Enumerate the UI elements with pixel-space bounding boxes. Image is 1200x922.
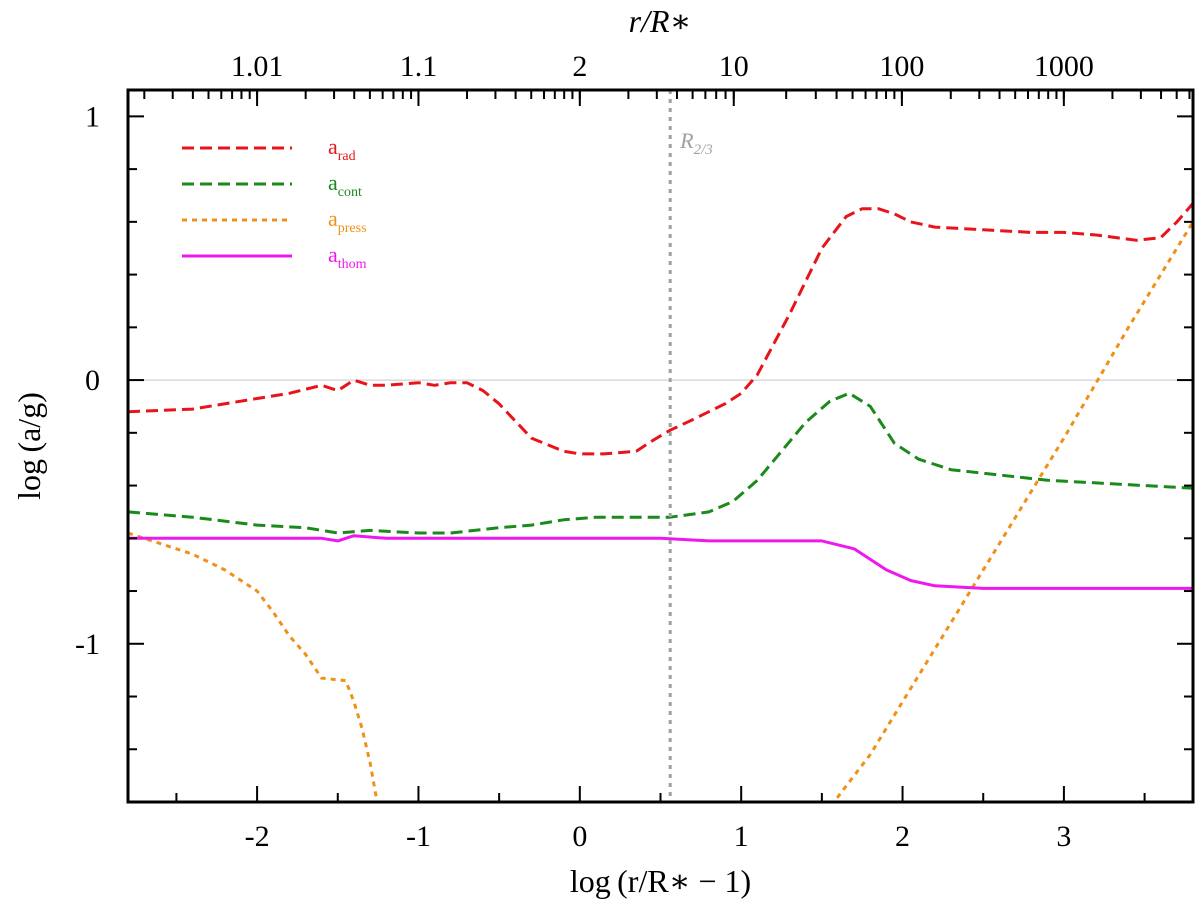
legend-label-rad: arad (328, 134, 356, 164)
top-x-tick-label: 10 (719, 50, 749, 83)
series-line-cont (128, 391, 1193, 535)
legend-label-press: apress (328, 206, 367, 236)
r23-label: R2/3 (679, 128, 713, 158)
series-layer (128, 202, 1193, 802)
series-line-rad (128, 202, 1193, 456)
x-tick-label: 2 (895, 820, 910, 853)
y-tick-label: 1 (85, 100, 100, 133)
ticks-layer: -2 -1 0 1 2 310-11.01 1.1 2 10 100 1000 (75, 50, 1193, 853)
x-tick-label: -2 (245, 820, 270, 853)
series-line-press (128, 221, 1193, 802)
top-x-tick-label: 100 (879, 50, 924, 83)
annotation-layer: R2/3 (668, 90, 713, 802)
top-x-tick-label: 1000 (1034, 50, 1094, 83)
top-x-tick-label: 1.01 (231, 50, 284, 83)
legend-label-cont: acont (328, 170, 362, 200)
series-line-thom (128, 534, 1193, 590)
plot-frame (126, 88, 1195, 804)
x-tick-label: -1 (406, 820, 431, 853)
legend-label-thom: athom (328, 242, 367, 272)
legend: arad acont apress athom (182, 134, 367, 272)
top-x-tick-label: 2 (572, 50, 587, 83)
x-axis-title: log (r/R∗ − 1) (570, 863, 751, 899)
x-tick-label: 1 (734, 820, 749, 853)
y-tick-label: -1 (75, 628, 100, 661)
y-axis-title: log (a/g) (11, 392, 47, 500)
x-tick-label: 3 (1056, 820, 1071, 853)
x-tick-label: 0 (572, 820, 587, 853)
top-x-tick-label: 1.1 (400, 50, 438, 83)
y-tick-label: 0 (85, 364, 100, 397)
top-x-axis-title: r/R∗ (629, 3, 692, 39)
